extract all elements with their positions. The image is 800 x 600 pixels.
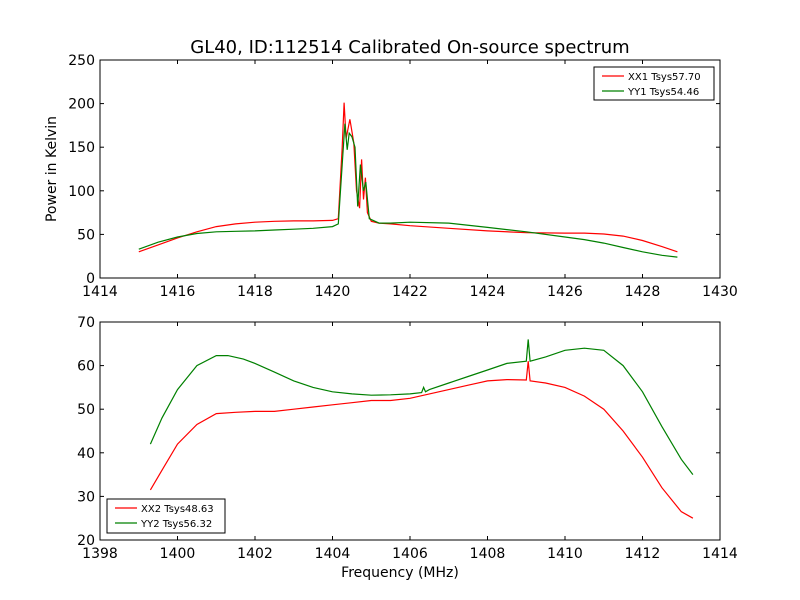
y-tick-label: 30 — [77, 489, 95, 505]
y-tick-label: 250 — [68, 53, 95, 69]
y-tick-label: 70 — [77, 315, 95, 331]
series-line-1-0 — [149, 361, 694, 519]
x-tick-label: 1420 — [315, 284, 351, 300]
x-tick-label: 1426 — [547, 284, 583, 300]
y-tick-label: 150 — [68, 140, 95, 156]
legend: XX2 Tsys48.63 YY2 Tsys56.32 — [106, 498, 226, 534]
x-tick-label: 1398 — [82, 546, 118, 562]
x-tick-label: 1418 — [237, 284, 273, 300]
x-tick-label: 1424 — [470, 284, 506, 300]
x-tick-label: 1404 — [315, 546, 351, 562]
x-tick-label: 1410 — [547, 546, 583, 562]
x-tick-label: 1414 — [702, 546, 738, 562]
x-tick-label: 1412 — [625, 546, 661, 562]
y-tick-label: 100 — [68, 184, 95, 200]
legend-label: XX1 Tsys57.70 — [628, 72, 701, 83]
x-tick-label: 1402 — [237, 546, 273, 562]
y-tick-label: 200 — [68, 97, 95, 113]
legend-box — [593, 66, 715, 101]
x-tick-label: 1416 — [160, 284, 196, 300]
x-tick-label: 1400 — [160, 546, 196, 562]
x-tick-label: 1408 — [470, 546, 506, 562]
legend: XX1 Tsys57.70 YY1 Tsys54.46 — [593, 66, 715, 101]
y-axis-label: Power in Kelvin — [44, 116, 60, 222]
top-panel: 1414 1416 1418 1420 1422 1424 1426 1428 1430 0 50 1… — [44, 53, 738, 300]
legend-label: YY1 Tsys54.46 — [627, 87, 699, 98]
x-tick-label: 1406 — [392, 546, 428, 562]
series-line-0-0 — [138, 102, 678, 253]
legend-label: YY2 Tsys56.32 — [140, 519, 212, 530]
x-tick-label: 1430 — [702, 284, 738, 300]
y-tick-label: 20 — [77, 533, 95, 549]
y-tick-label: 0 — [86, 271, 95, 287]
y-tick-label: 40 — [77, 446, 95, 462]
y-tick-label: 60 — [77, 359, 95, 375]
x-tick-label: 1428 — [625, 284, 661, 300]
x-tick-label: 1414 — [82, 284, 118, 300]
x-tick-label: 1422 — [392, 284, 428, 300]
figure-title: GL40, ID:112514 Calibrated On-source spe… — [190, 37, 629, 58]
legend-box — [106, 498, 226, 534]
series-line-0-1 — [138, 123, 678, 258]
legend-label: XX2 Tsys48.63 — [141, 504, 214, 515]
bottom-panel: 1398 1400 1402 1404 1406 1408 1410 1412 1414 20 30… — [77, 315, 738, 581]
x-axis-label: Frequency (MHz) — [341, 565, 459, 581]
series-line-1-1 — [149, 339, 694, 475]
y-tick-label: 50 — [77, 227, 95, 243]
y-tick-label: 50 — [77, 402, 95, 418]
